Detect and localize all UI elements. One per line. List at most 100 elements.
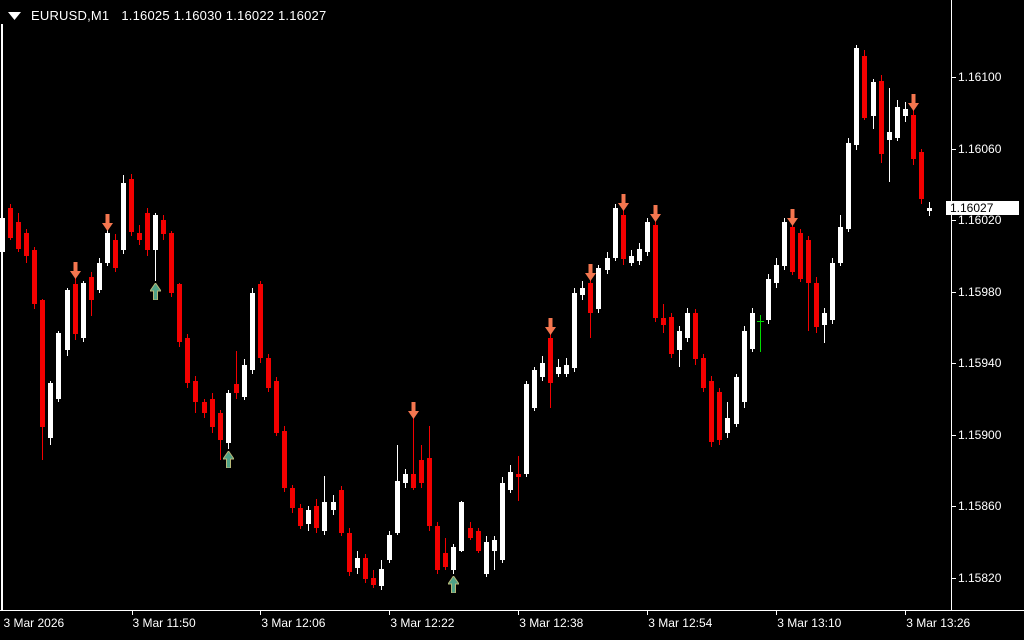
price-axis-label: 1.15940 bbox=[958, 356, 1002, 370]
candle bbox=[386, 534, 392, 560]
price-axis-tick bbox=[952, 363, 956, 364]
candle-wick bbox=[235, 350, 237, 399]
price-axis: 1.16100 1.16060 1.16020 1.15980 1.15940 1.159… bbox=[951, 0, 1024, 610]
candle bbox=[725, 418, 731, 433]
price-axis-tick bbox=[952, 434, 956, 436]
chart-plot-area[interactable] bbox=[0, 0, 951, 610]
candle bbox=[282, 430, 288, 489]
candle bbox=[685, 312, 691, 338]
candle bbox=[451, 547, 457, 571]
candle bbox=[604, 257, 610, 270]
candle bbox=[620, 214, 626, 260]
candle bbox=[266, 357, 271, 388]
candle bbox=[475, 531, 481, 551]
candle bbox=[507, 472, 513, 490]
candle-wick bbox=[759, 314, 761, 353]
price-axis-label: 1.16100 bbox=[958, 70, 1002, 84]
candle bbox=[838, 227, 844, 263]
time-axis-tick bbox=[131, 611, 133, 615]
candle bbox=[556, 366, 562, 374]
candle bbox=[24, 232, 30, 256]
price-axis-tick bbox=[952, 148, 956, 150]
price-axis-tick bbox=[952, 291, 956, 293]
candle bbox=[193, 380, 199, 403]
sell-arrow-icon bbox=[617, 194, 629, 212]
candle bbox=[814, 282, 820, 328]
candle bbox=[596, 268, 602, 310]
candle bbox=[427, 457, 433, 526]
buy-arrow-icon bbox=[150, 282, 162, 300]
candle bbox=[249, 293, 255, 371]
candle bbox=[523, 384, 529, 474]
candle bbox=[378, 568, 384, 587]
candle bbox=[580, 287, 586, 296]
time-axis-line bbox=[0, 610, 1024, 611]
candle bbox=[290, 488, 296, 508]
candle bbox=[669, 316, 674, 354]
time-axis-tick bbox=[776, 611, 778, 615]
sell-arrow-icon bbox=[101, 213, 113, 231]
candle bbox=[717, 391, 723, 440]
sell-arrow-icon bbox=[907, 94, 919, 112]
time-axis-label: 3 Mar 11:50 bbox=[132, 616, 196, 630]
candle bbox=[515, 473, 521, 478]
candle bbox=[878, 80, 884, 154]
candle bbox=[918, 152, 924, 199]
candle bbox=[274, 380, 279, 433]
candle bbox=[781, 221, 787, 267]
candle bbox=[870, 82, 876, 117]
candle bbox=[540, 363, 545, 378]
time-axis-tick bbox=[260, 611, 262, 615]
candle bbox=[902, 109, 908, 117]
symbol-dropdown-icon[interactable] bbox=[8, 11, 21, 20]
time-axis-label: 3 Mar 2026 bbox=[3, 616, 65, 630]
buy-arrow-icon bbox=[448, 575, 460, 593]
price-axis-tick bbox=[952, 220, 956, 221]
candle bbox=[733, 377, 739, 424]
candle bbox=[846, 143, 852, 229]
candle bbox=[749, 312, 755, 349]
candle bbox=[64, 289, 70, 351]
sell-arrow-icon bbox=[69, 262, 81, 280]
candle bbox=[185, 338, 191, 383]
candle bbox=[306, 509, 312, 524]
candle bbox=[797, 232, 803, 279]
candle bbox=[32, 250, 38, 304]
time-axis-tick bbox=[647, 611, 649, 615]
price-axis-label: 1.16060 bbox=[958, 141, 1002, 156]
candle bbox=[467, 527, 473, 539]
candle bbox=[16, 221, 22, 249]
candle-doji-dash bbox=[756, 321, 764, 323]
chart-border-left bbox=[1, 24, 3, 610]
candle-wick bbox=[517, 456, 519, 501]
candle bbox=[112, 239, 118, 269]
time-axis-tick bbox=[389, 611, 391, 615]
candle bbox=[854, 48, 860, 145]
chart-header: EURUSD,M1 1.16025 1.16030 1.16022 1.1602… bbox=[8, 8, 326, 23]
candle bbox=[362, 557, 368, 580]
candle bbox=[161, 220, 167, 235]
candle bbox=[862, 55, 868, 119]
time-axis: 3 Mar 2026 3 Mar 11:50 3 Mar 12:06 3 Mar 12… bbox=[0, 610, 1024, 640]
chart-title-symbol: EURUSD,M1 bbox=[31, 8, 110, 23]
current-price-value: 1.16027 bbox=[950, 200, 994, 215]
time-axis-label: 3 Mar 13:10 bbox=[777, 616, 842, 630]
candle bbox=[910, 114, 916, 160]
candle bbox=[233, 384, 239, 394]
candle bbox=[338, 489, 344, 533]
candle bbox=[741, 330, 747, 403]
time-axis-label: 3 Mar 12:54 bbox=[648, 616, 713, 630]
candle bbox=[394, 481, 400, 533]
candle bbox=[612, 207, 618, 258]
candle bbox=[532, 370, 537, 408]
candle bbox=[217, 413, 223, 440]
candle bbox=[572, 293, 578, 369]
sell-arrow-icon bbox=[649, 205, 661, 222]
candle bbox=[48, 382, 54, 439]
candle bbox=[765, 279, 771, 321]
time-axis-label: 3 Mar 12:38 bbox=[519, 616, 584, 630]
candle bbox=[153, 214, 159, 251]
candle bbox=[926, 207, 932, 212]
candle bbox=[886, 132, 892, 140]
